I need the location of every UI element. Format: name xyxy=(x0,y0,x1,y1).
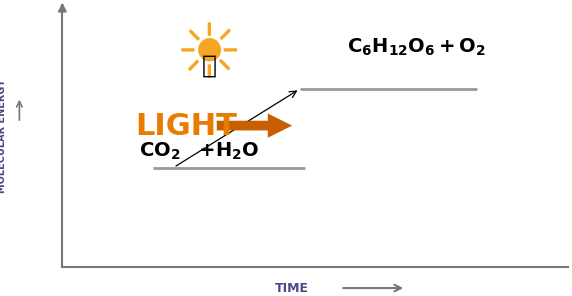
Text: 🕶: 🕶 xyxy=(201,53,216,77)
Text: ☀: ☀ xyxy=(174,20,243,94)
Text: MOLECULAR ENERGY: MOLECULAR ENERGY xyxy=(0,79,7,193)
Text: TIME: TIME xyxy=(275,281,309,295)
Text: $\mathbf{CO_2}$   $\mathbf{+H_2O}$: $\mathbf{CO_2}$ $\mathbf{+H_2O}$ xyxy=(139,141,259,163)
Text: LIGHT: LIGHT xyxy=(135,112,237,141)
Text: $\mathbf{C_6H_{12}O_6 + O_2}$: $\mathbf{C_6H_{12}O_6 + O_2}$ xyxy=(347,36,486,58)
